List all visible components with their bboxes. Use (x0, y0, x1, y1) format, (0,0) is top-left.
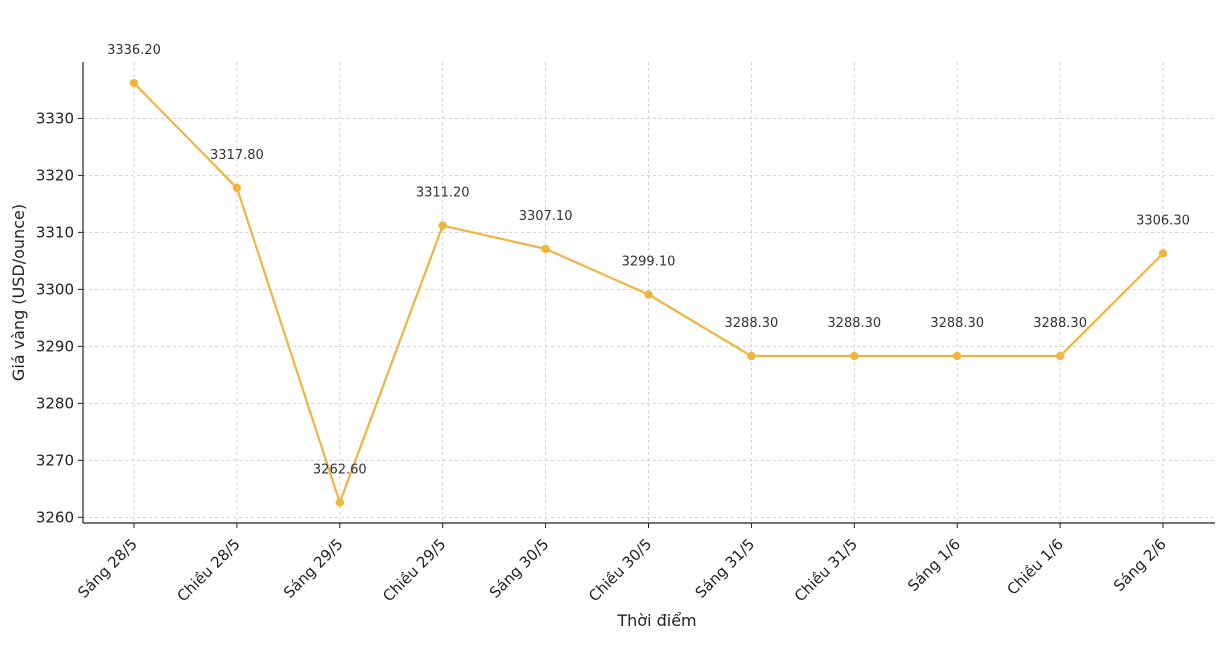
y-tick-label: 3270 (36, 451, 74, 469)
data-label: 3262.60 (313, 462, 367, 477)
x-tick-label: Sáng 1/6 (904, 535, 964, 595)
y-axis-title: Giá vàng (USD/ounce) (9, 204, 28, 381)
y-tick-label: 3260 (36, 508, 74, 526)
data-label: 3288.30 (930, 316, 984, 331)
x-tick-label: Chiều 29/5 (379, 535, 449, 605)
data-point (232, 183, 242, 193)
data-point (953, 351, 962, 361)
data-point (541, 244, 550, 254)
data-labels: 3336.20 3317.80 3262.60 3311.20 3307.10 3299.… (107, 43, 1190, 477)
data-point (644, 290, 653, 299)
x-tick-label: Sáng 28/5 (74, 535, 141, 602)
data-label: 3307.10 (519, 209, 573, 224)
y-tick-label: 3310 (36, 223, 74, 241)
y-tick-label: 3290 (36, 337, 74, 355)
y-tick-label: 3330 (36, 109, 74, 127)
x-tick-label: Chiều 1/6 (1003, 535, 1066, 598)
data-point (1055, 351, 1065, 361)
data-point (747, 351, 756, 361)
y-tick-label: 3300 (36, 280, 74, 298)
x-tick-label: Sáng 31/5 (692, 535, 759, 602)
axes: 3260 3270 3280 3290 3300 3310 3320 3330 Sáng 28/… (36, 62, 1215, 605)
y-tick-label: 3320 (36, 166, 74, 184)
data-label: 3311.20 (416, 186, 470, 201)
x-tick-label: Chiều 31/5 (791, 535, 861, 605)
data-label: 3288.30 (1033, 316, 1087, 331)
data-label: 3336.20 (107, 43, 161, 58)
x-tick-label: Chiều 28/5 (173, 535, 243, 605)
data-label: 3317.80 (210, 148, 264, 163)
x-tick-label: Chiều 30/5 (585, 535, 655, 605)
grid (83, 62, 1215, 523)
data-point (335, 498, 344, 507)
data-label: 3288.30 (725, 316, 779, 331)
y-tick-label: 3280 (36, 394, 74, 412)
data-label: 3288.30 (827, 316, 881, 331)
data-point (129, 78, 139, 88)
x-axis-title: Thời điểm (616, 611, 696, 630)
data-label: 3306.30 (1136, 213, 1190, 228)
x-tick-label: Sáng 2/6 (1110, 535, 1170, 595)
data-point (850, 351, 859, 361)
data-point (438, 221, 447, 230)
x-tick-label: Sáng 29/5 (280, 535, 347, 602)
x-tick-label: Sáng 30/5 (486, 535, 553, 602)
series (129, 78, 1168, 507)
data-label: 3299.10 (622, 254, 676, 269)
data-point (1158, 249, 1168, 258)
